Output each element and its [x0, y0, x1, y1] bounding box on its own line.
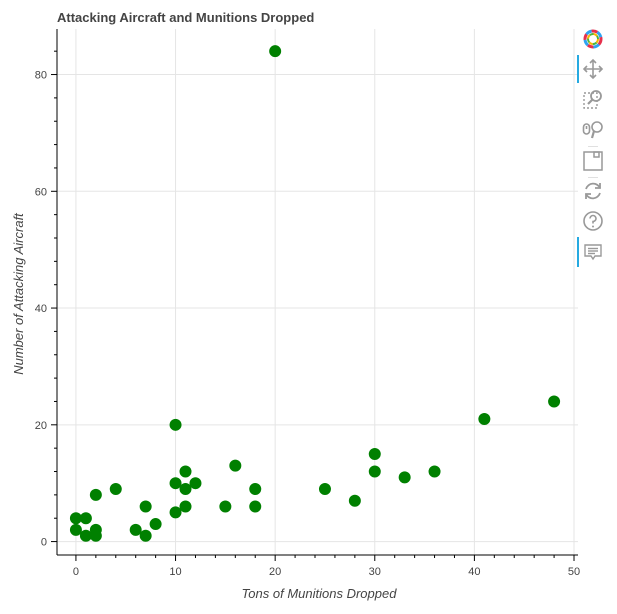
x-axis-label: Tons of Munitions Dropped: [242, 586, 398, 601]
data-point[interactable]: [69, 523, 82, 536]
data-point[interactable]: [79, 512, 92, 525]
x-tick-label: 10: [169, 566, 181, 578]
data-point[interactable]: [169, 418, 182, 431]
data-point[interactable]: [139, 529, 152, 542]
data-point[interactable]: [318, 483, 331, 496]
bokeh-logo-icon[interactable]: [582, 28, 604, 50]
data-point[interactable]: [79, 529, 92, 542]
data-point[interactable]: [169, 506, 182, 519]
data-point[interactable]: [109, 483, 122, 496]
y-tick-label: 80: [35, 70, 47, 82]
data-point[interactable]: [269, 45, 282, 58]
data-point[interactable]: [69, 512, 82, 525]
x-tick-label: 30: [369, 566, 381, 578]
pan-active-indicator: [577, 55, 579, 83]
pan-icon[interactable]: [582, 58, 604, 80]
x-tick-label: 40: [468, 566, 480, 578]
toolbar-divider: [588, 146, 598, 147]
y-tick-label: 0: [41, 537, 47, 549]
save-icon[interactable]: [582, 150, 604, 172]
x-tick-label: 20: [269, 566, 281, 578]
wheel-zoom-icon[interactable]: [582, 119, 604, 141]
hover-active-indicator: [577, 237, 579, 267]
data-point[interactable]: [249, 483, 262, 496]
reset-icon[interactable]: [582, 180, 604, 202]
data-point[interactable]: [89, 529, 102, 542]
hover-icon[interactable]: [582, 241, 604, 263]
data-point[interactable]: [89, 488, 102, 501]
data-point[interactable]: [179, 483, 192, 496]
data-point[interactable]: [149, 518, 162, 531]
y-tick-label: 20: [35, 420, 47, 432]
y-tick-label: 40: [35, 303, 47, 315]
data-point[interactable]: [548, 395, 561, 408]
data-points: [69, 45, 561, 542]
data-point[interactable]: [139, 500, 152, 513]
data-point[interactable]: [368, 465, 381, 478]
data-point[interactable]: [368, 448, 381, 461]
y-axis-label: Number of Attacking Aircraft: [11, 212, 26, 375]
data-point[interactable]: [129, 523, 142, 536]
help-icon[interactable]: [582, 210, 604, 232]
data-point[interactable]: [179, 500, 192, 513]
toolbar-divider: [588, 177, 598, 178]
data-point[interactable]: [249, 500, 262, 513]
data-point[interactable]: [478, 412, 491, 425]
data-point[interactable]: [189, 477, 202, 490]
chart-title: Attacking Aircraft and Munitions Dropped: [57, 10, 314, 25]
data-point[interactable]: [229, 459, 242, 472]
x-tick-label: 0: [73, 566, 79, 578]
data-point[interactable]: [219, 500, 232, 513]
grid-lines: [57, 29, 578, 555]
data-point[interactable]: [169, 477, 182, 490]
y-tick-label: 60: [35, 186, 47, 198]
data-point[interactable]: [398, 471, 411, 484]
data-point[interactable]: [348, 494, 361, 507]
data-point[interactable]: [179, 465, 192, 478]
data-point[interactable]: [428, 465, 441, 478]
axes: 0 10 20 30 40 50 0 20 40 60 80: [35, 29, 580, 578]
box-zoom-icon[interactable]: [582, 88, 604, 110]
x-tick-label: 50: [568, 566, 580, 578]
